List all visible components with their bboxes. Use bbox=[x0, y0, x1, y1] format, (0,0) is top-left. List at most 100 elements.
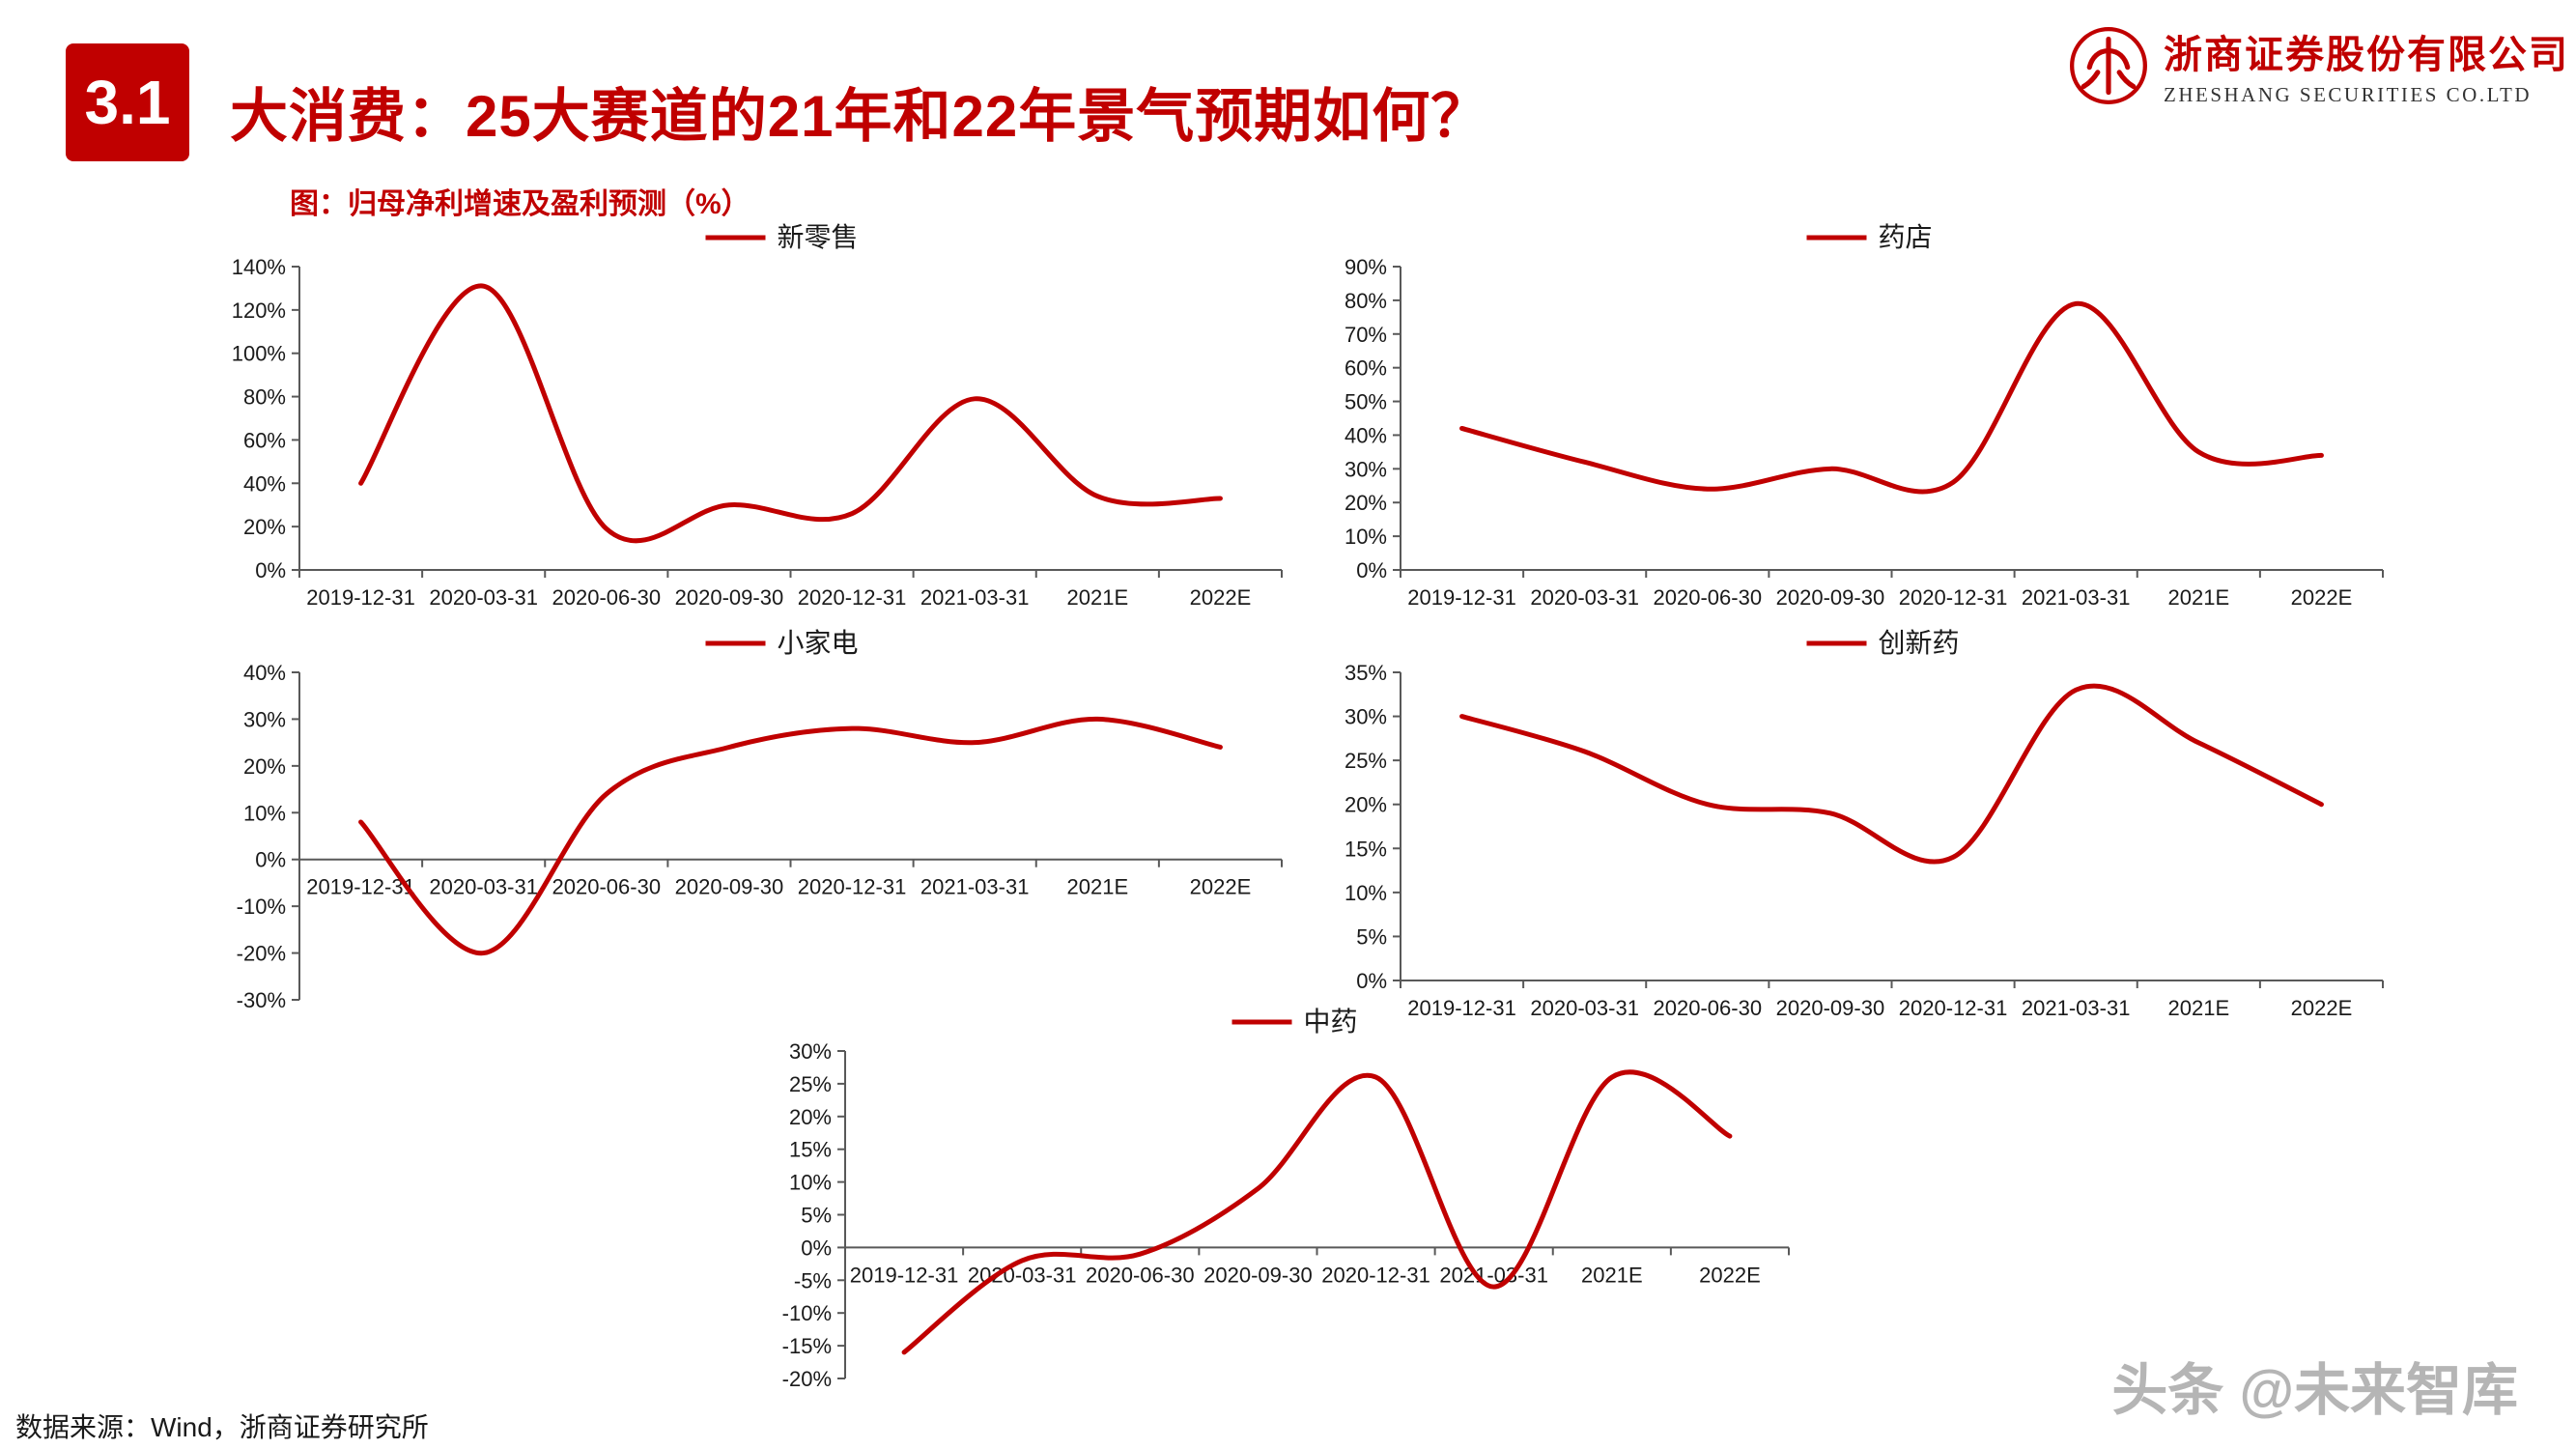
y-tick-label: 0% bbox=[801, 1236, 832, 1260]
y-tick-label: 0% bbox=[1356, 558, 1387, 582]
series-line-tcm bbox=[901, 1069, 1733, 1355]
x-tick-label: 2020-12-31 bbox=[1321, 1263, 1430, 1287]
x-tick-label: 2019-12-31 bbox=[850, 1263, 959, 1287]
y-tick-label: 60% bbox=[1345, 356, 1387, 381]
chart-small-appliances: 40% 30% 20% 10% 0% -10% -20% -30% 2019-12-31 2020… bbox=[217, 626, 1299, 1056]
x-tick-label: 2021E bbox=[1581, 1263, 1643, 1287]
x-tick-label: 2020-09-30 bbox=[1203, 1263, 1313, 1287]
x-tick-label: 2019-12-31 bbox=[1407, 585, 1516, 610]
x-tick-label: 2019-12-31 bbox=[1407, 996, 1516, 1020]
company-logo-text: 浙商证券股份有限公司 ZHESHANG SECURITIES CO.LTD bbox=[2164, 23, 2569, 107]
figure-caption: 图：归母净利增速及盈利预测（%） bbox=[290, 188, 750, 220]
x-tick-label: 2021-03-31 bbox=[2022, 585, 2131, 610]
chart-pharmacy: 90% 80% 70% 60% 50% 40% 30% 20% 10% 0% 2019-12-31 2… bbox=[1318, 220, 2400, 626]
chart-canvas-pharmacy: 90% 80% 70% 60% 50% 40% 30% 20% 10% 0% 2019-12-31 2… bbox=[1345, 222, 2384, 610]
x-tick-label: 2020-12-31 bbox=[1899, 585, 2008, 610]
x-tick-label: 2021E bbox=[2168, 585, 2230, 610]
y-tick-label: 80% bbox=[1345, 289, 1387, 313]
y-tick-label: 70% bbox=[1345, 323, 1387, 347]
y-tick-label: 5% bbox=[801, 1204, 832, 1228]
y-tick-label: -5% bbox=[794, 1268, 832, 1293]
x-tick-label: 2020-09-30 bbox=[1776, 996, 1885, 1020]
series-line-new-retail bbox=[358, 283, 1223, 544]
y-tick-label: 80% bbox=[243, 385, 286, 410]
y-tick-label: 20% bbox=[243, 754, 286, 779]
y-tick-label: 10% bbox=[243, 801, 286, 825]
y-tick-label: 25% bbox=[1345, 749, 1387, 773]
x-tick-label: 2022E bbox=[2291, 996, 2353, 1020]
y-tick-label: 20% bbox=[243, 515, 286, 539]
x-tick-label: 2022E bbox=[1190, 585, 1252, 610]
x-tick-label: 2021E bbox=[1067, 585, 1129, 610]
x-tick-label: 2020-12-31 bbox=[798, 585, 907, 610]
y-tick-label: 60% bbox=[243, 428, 286, 452]
x-tick-label: 2020-06-30 bbox=[552, 875, 662, 899]
y-tick-label: -20% bbox=[237, 942, 286, 966]
data-source-note: 数据来源：Wind，浙商证券研究所 bbox=[15, 1412, 429, 1442]
y-tick-label: 25% bbox=[789, 1072, 832, 1096]
page-title: 大消费：25大赛道的21年和22年景气预期如何？ bbox=[230, 84, 1490, 149]
y-tick-label: 20% bbox=[1345, 793, 1387, 817]
y-tick-label: 30% bbox=[1345, 705, 1387, 729]
y-tick-label: 10% bbox=[1345, 881, 1387, 905]
x-tick-label: 2020-03-31 bbox=[1530, 996, 1639, 1020]
x-tick-label: 2020-12-31 bbox=[798, 875, 907, 899]
x-tick-label: 2022E bbox=[1699, 1263, 1761, 1287]
x-tick-label: 2022E bbox=[1190, 875, 1252, 899]
chart-canvas-tcm: 30% 25% 20% 15% 10% 5% 0% -5% -10% -15% -20% 2019-1… bbox=[782, 1007, 1790, 1391]
chart-canvas-new-retail: 140% 120% 100% 80% 60% 40% 20% 0% 2019-12-31 2020… bbox=[232, 222, 1283, 610]
x-tick-label: 2022E bbox=[2291, 585, 2353, 610]
y-tick-label: 0% bbox=[255, 848, 286, 872]
watermark: 头条 @未来智库 bbox=[2111, 1359, 2518, 1422]
chart-new-retail: 140% 120% 100% 80% 60% 40% 20% 0% 2019-12-31 2020… bbox=[217, 220, 1299, 626]
x-tick-label: 2019-12-31 bbox=[306, 875, 415, 899]
x-tick-label: 2021-03-31 bbox=[920, 875, 1030, 899]
legend-label: 创新药 bbox=[1879, 628, 1960, 658]
y-tick-label: -10% bbox=[782, 1301, 832, 1325]
y-tick-label: 15% bbox=[789, 1138, 832, 1162]
y-tick-label: 35% bbox=[1345, 661, 1387, 685]
legend-label: 小家电 bbox=[778, 628, 859, 658]
x-tick-label: 2021E bbox=[1067, 875, 1129, 899]
x-tick-label: 2020-06-30 bbox=[1086, 1263, 1195, 1287]
chart-innovative-drugs: 35% 30% 25% 20% 15% 10% 5% 0% 2019-12-31 2020-03-… bbox=[1318, 626, 2400, 1037]
y-tick-label: 40% bbox=[243, 661, 286, 685]
y-tick-label: 90% bbox=[1345, 255, 1387, 279]
company-logo: 浙商证券股份有限公司 ZHESHANG SECURITIES CO.LTD bbox=[2067, 23, 2569, 107]
legend-label: 新零售 bbox=[778, 222, 859, 252]
y-tick-label: 10% bbox=[1345, 525, 1387, 549]
legend-label: 中药 bbox=[1304, 1007, 1358, 1037]
company-name-en: ZHESHANG SECURITIES CO.LTD bbox=[2164, 83, 2532, 106]
y-tick-label: 5% bbox=[1356, 924, 1387, 949]
x-tick-label: 2020-06-30 bbox=[552, 585, 662, 610]
y-tick-label: 100% bbox=[232, 342, 286, 366]
x-tick-label: 2021E bbox=[2168, 996, 2230, 1020]
y-tick-label: -10% bbox=[237, 895, 286, 919]
x-tick-label: 2020-09-30 bbox=[1776, 585, 1885, 610]
y-tick-label: -15% bbox=[782, 1334, 832, 1358]
y-tick-label: 40% bbox=[1345, 423, 1387, 447]
x-tick-label: 2021-03-31 bbox=[920, 585, 1030, 610]
x-tick-label: 2019-12-31 bbox=[306, 585, 415, 610]
x-tick-label: 2020-03-31 bbox=[429, 585, 538, 610]
y-tick-label: 30% bbox=[243, 707, 286, 731]
chart-canvas-small-appliances: 40% 30% 20% 10% 0% -10% -20% -30% 2019-12-31 2020… bbox=[237, 628, 1283, 1012]
y-tick-label: 50% bbox=[1345, 390, 1387, 414]
x-tick-label: 2020-06-30 bbox=[1654, 585, 1763, 610]
chart-canvas-innovative-drugs: 35% 30% 25% 20% 15% 10% 5% 0% 2019-12-31 2020-03-… bbox=[1345, 628, 2384, 1020]
series-line-pharmacy bbox=[1459, 300, 2324, 495]
x-tick-label: 2020-03-31 bbox=[429, 875, 538, 899]
x-tick-label: 2021-03-31 bbox=[2022, 996, 2131, 1020]
y-tick-label: 20% bbox=[789, 1105, 832, 1129]
x-tick-label: 2020-06-30 bbox=[1654, 996, 1763, 1020]
x-tick-label: 2020-09-30 bbox=[675, 875, 784, 899]
x-tick-label: 2021-03-31 bbox=[1439, 1263, 1548, 1287]
y-tick-label: 30% bbox=[1345, 457, 1387, 481]
y-tick-label: 0% bbox=[1356, 969, 1387, 993]
y-tick-label: 15% bbox=[1345, 837, 1387, 861]
x-tick-label: 2020-12-31 bbox=[1899, 996, 2008, 1020]
series-line-innovative-drugs bbox=[1459, 683, 2324, 865]
y-tick-label: 10% bbox=[789, 1171, 832, 1195]
x-tick-label: 2020-03-31 bbox=[1530, 585, 1639, 610]
